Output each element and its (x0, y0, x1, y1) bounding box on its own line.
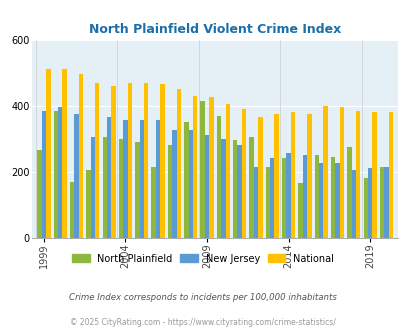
Bar (111, 86, 115, 238)
Bar (172, 130, 176, 238)
Bar (144, 82, 148, 238)
Bar (74, 114, 79, 238)
Bar (46, 69, 50, 238)
Bar (330, 157, 335, 238)
Bar (281, 158, 286, 238)
Title: North Plainfield Violent Crime Index: North Plainfield Violent Crime Index (89, 23, 341, 36)
Bar (119, 139, 123, 238)
Bar (139, 120, 144, 238)
Bar (265, 167, 269, 238)
Bar (302, 155, 306, 238)
Bar (79, 74, 83, 238)
Bar (102, 137, 107, 238)
Bar (204, 135, 209, 238)
Bar (58, 107, 62, 238)
Bar (86, 170, 90, 238)
Bar (335, 163, 339, 238)
Bar (314, 155, 318, 238)
Bar (183, 122, 188, 238)
Bar (123, 120, 127, 238)
Bar (298, 183, 302, 238)
Bar (62, 69, 67, 238)
Bar (371, 112, 376, 238)
Bar (127, 82, 132, 238)
Bar (176, 89, 181, 238)
Bar (42, 111, 46, 238)
Bar (95, 82, 99, 238)
Bar (339, 107, 343, 238)
Bar (388, 112, 392, 238)
Bar (355, 111, 360, 238)
Bar (221, 139, 225, 238)
Bar (323, 106, 327, 238)
Bar (258, 117, 262, 238)
Bar (188, 130, 192, 238)
Bar (379, 167, 383, 238)
Bar (167, 145, 172, 238)
Legend: North Plainfield, New Jersey, National: North Plainfield, New Jersey, National (68, 249, 337, 267)
Bar (367, 168, 371, 238)
Bar (200, 101, 204, 238)
Bar (53, 111, 58, 238)
Bar (232, 140, 237, 238)
Bar (216, 115, 221, 238)
Bar (135, 142, 139, 238)
Bar (37, 150, 42, 238)
Bar (209, 97, 213, 238)
Bar (362, 178, 367, 238)
Bar (249, 137, 253, 238)
Bar (383, 167, 388, 238)
Bar (237, 145, 241, 238)
Text: Crime Index corresponds to incidents per 100,000 inhabitants: Crime Index corresponds to incidents per… (69, 293, 336, 302)
Bar (269, 158, 274, 238)
Bar (253, 167, 258, 238)
Bar (274, 114, 278, 238)
Text: © 2025 CityRating.com - https://www.cityrating.com/crime-statistics/: © 2025 CityRating.com - https://www.city… (70, 318, 335, 327)
Bar (160, 84, 164, 238)
Bar (151, 167, 156, 238)
Bar (318, 163, 323, 238)
Bar (346, 147, 351, 238)
Bar (286, 153, 290, 238)
Bar (90, 137, 95, 238)
Bar (241, 109, 246, 238)
Bar (225, 104, 229, 238)
Bar (290, 112, 294, 238)
Bar (351, 170, 355, 238)
Bar (192, 96, 197, 238)
Bar (306, 114, 311, 238)
Bar (70, 182, 74, 238)
Bar (107, 117, 111, 238)
Bar (156, 120, 160, 238)
